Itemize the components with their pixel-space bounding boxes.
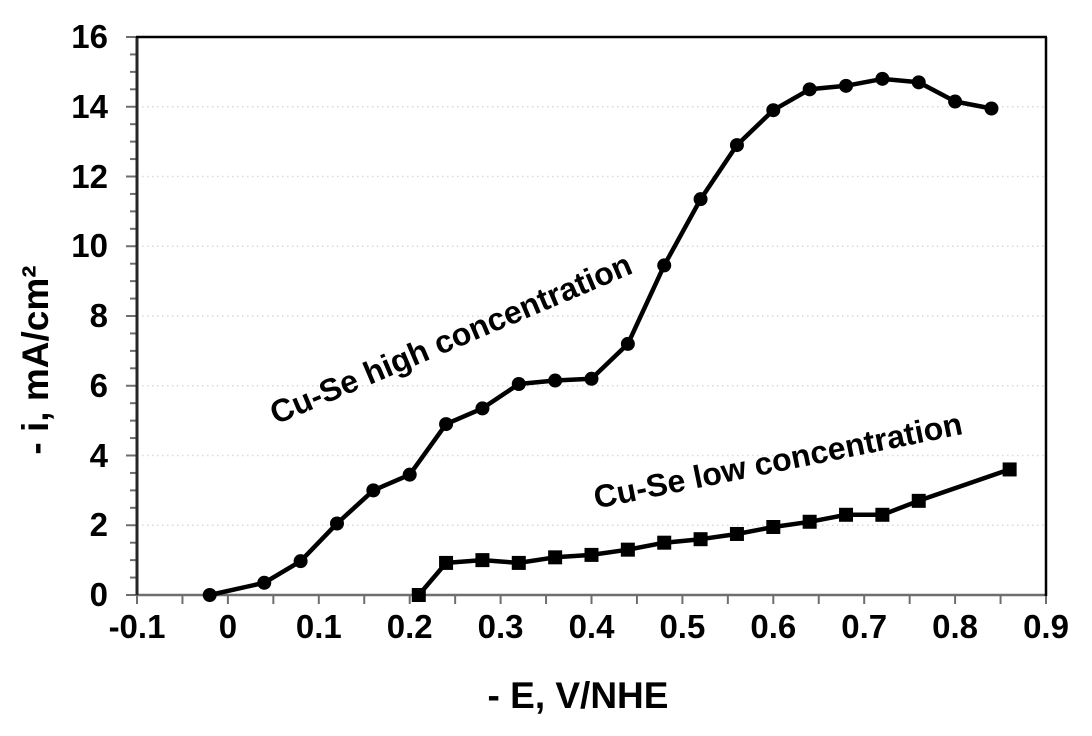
series-marker-circle — [402, 467, 417, 482]
series-marker-square — [802, 514, 817, 529]
series-marker-circle — [802, 82, 817, 97]
x-tick-label: 0.3 — [477, 608, 524, 645]
series-marker-circle — [875, 71, 890, 86]
series-marker-circle — [511, 377, 526, 392]
series-marker-circle — [911, 75, 926, 90]
series-marker-circle — [839, 78, 854, 93]
series-marker-square — [511, 555, 526, 570]
series-marker-circle — [766, 103, 781, 118]
x-tick-label: 0.1 — [295, 608, 342, 645]
y-tick-label: 14 — [71, 87, 108, 125]
series-marker-circle — [329, 516, 344, 531]
series-marker-square — [839, 507, 854, 522]
series-line-0 — [207, 76, 994, 598]
y-tick-label: 16 — [71, 18, 108, 55]
series-marker-circle — [729, 138, 744, 153]
series-marker-square — [620, 542, 635, 557]
x-tick-label: 0.5 — [659, 608, 706, 645]
series-marker-square — [657, 535, 672, 550]
series-marker-square — [729, 526, 744, 541]
y-tick-label: 4 — [89, 436, 108, 474]
series-marker-circle — [620, 336, 635, 351]
series-marker-circle — [293, 554, 308, 569]
series-marker-circle — [984, 101, 999, 116]
series-marker-circle — [548, 373, 563, 388]
x-tick-label: 0.4 — [568, 608, 615, 645]
series-marker-square — [766, 519, 781, 534]
series-marker-square — [875, 507, 890, 522]
y-tick-label: 6 — [89, 366, 108, 404]
x-axis-title: - E, V/NHE — [487, 675, 669, 716]
series-marker-square — [693, 532, 708, 547]
series-marker-square — [475, 553, 490, 568]
y-tick-label: 12 — [71, 157, 108, 195]
series-line-1 — [416, 467, 1012, 598]
series-marker-circle — [657, 258, 672, 273]
series-marker-square — [548, 550, 563, 565]
y-tick-label: 2 — [89, 506, 108, 544]
series-marker-circle — [202, 588, 217, 602]
series-marker-square — [439, 555, 454, 570]
series-marker-circle — [693, 192, 708, 207]
series-marker-circle — [257, 575, 272, 590]
y-tick-label: 8 — [89, 297, 108, 334]
series-marker-circle — [584, 371, 599, 386]
series-marker-square — [1002, 462, 1017, 477]
y-axis-title: - i, mA/cm² — [15, 265, 56, 455]
series-marker-square — [911, 493, 926, 508]
x-tick-label: 0.7 — [841, 608, 888, 645]
series-marker-circle — [439, 417, 454, 432]
series-marker-circle — [948, 94, 963, 109]
x-tick-label: 0.2 — [386, 608, 433, 645]
x-tick-label: 0.6 — [750, 608, 797, 645]
y-tick-label: 10 — [71, 227, 108, 265]
series-marker-circle — [366, 483, 381, 498]
x-tick-label: 0.9 — [1023, 608, 1069, 645]
y-tick-label: 0 — [89, 576, 108, 613]
x-tick-label: -0.1 — [108, 608, 166, 645]
series-marker-square — [411, 588, 426, 602]
x-tick-label: 0.8 — [932, 608, 979, 645]
series-marker-square — [584, 547, 599, 562]
series-marker-circle — [475, 401, 490, 416]
x-tick-label: 0 — [218, 608, 238, 645]
